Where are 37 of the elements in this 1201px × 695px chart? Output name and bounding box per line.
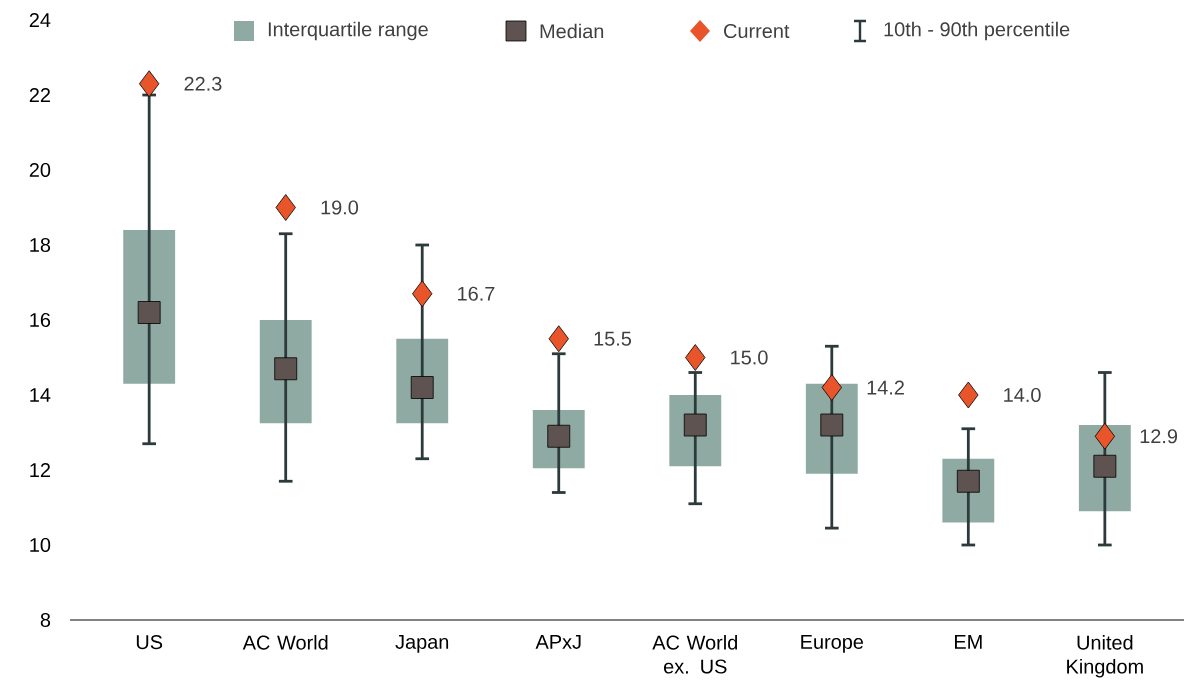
y-tick-label: 22 <box>29 88 50 102</box>
x-tick-label: AC World ex. US <box>652 635 738 674</box>
x-tick-label: APxJ <box>535 635 581 649</box>
x-tick-label: Japan <box>395 635 449 653</box>
y-tick-label: 8 <box>40 612 51 628</box>
y-tick-label: 20 <box>29 162 51 178</box>
data-label: 14.2 <box>867 380 904 395</box>
x-tick-label: Europe <box>801 635 864 653</box>
y-tick-label: 16 <box>30 312 51 328</box>
point <box>685 344 706 371</box>
point <box>275 194 296 221</box>
data-label: 22.3 <box>184 76 222 91</box>
data-label: 14.0 <box>1004 387 1041 403</box>
point <box>958 381 979 409</box>
point <box>412 280 433 308</box>
annotation: 10th - 90th percentile <box>884 21 1070 41</box>
y-tick-label: 14 <box>30 388 51 402</box>
point <box>821 374 842 401</box>
data-label: 12.9 <box>1140 429 1178 444</box>
annotation: Median <box>540 23 604 39</box>
y-tick-label: 18 <box>30 237 51 253</box>
data-label: 19.0 <box>321 200 359 215</box>
x-tick-label: US <box>136 635 163 650</box>
x-tick-label: United Kingdom <box>1067 635 1143 678</box>
y-tick-label: 10 <box>30 537 51 553</box>
point <box>139 70 160 98</box>
x-tick-label: AC World <box>242 635 328 650</box>
x-tick-label: EM <box>955 635 982 649</box>
y-tick-label: 24 <box>29 13 51 27</box>
legend-label: Interquartile range <box>268 21 428 41</box>
data-label: 15.0 <box>731 350 768 365</box>
y-tick-label: 12 <box>30 463 50 477</box>
data-label: 16.7 <box>458 286 495 301</box>
legend-label: Current <box>724 23 790 39</box>
point <box>1094 422 1115 450</box>
point <box>548 325 569 353</box>
data-label: 15.5 <box>594 331 632 346</box>
